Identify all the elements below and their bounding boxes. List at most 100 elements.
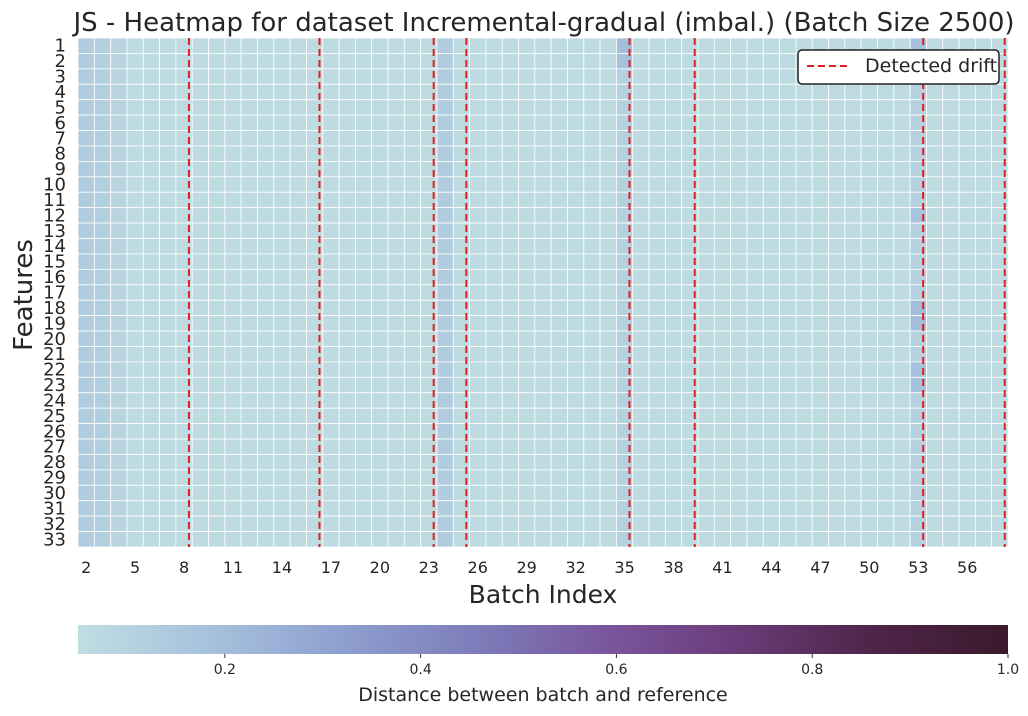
heatmap-cell: [322, 37, 340, 54]
heatmap-cell: [567, 53, 585, 70]
heatmap-cell: [191, 238, 209, 255]
heatmap-cell: [648, 53, 666, 70]
heatmap-cell: [77, 37, 95, 54]
heatmap-cell: [746, 114, 764, 131]
heatmap-cell: [436, 114, 454, 131]
heatmap-cell: [354, 53, 373, 70]
heatmap-cell: [371, 176, 389, 193]
heatmap-cell: [583, 484, 601, 502]
heatmap-cell: [534, 83, 552, 101]
heatmap-cell: [485, 253, 503, 270]
heatmap-cell: [208, 145, 226, 162]
heatmap-cell: [142, 99, 160, 116]
colorbar: [78, 625, 1008, 654]
heatmap-cell: [974, 484, 993, 502]
heatmap-cell: [926, 361, 944, 378]
heatmap-cell: [485, 392, 503, 409]
heatmap-cell: [828, 284, 846, 301]
heatmap-cell: [257, 315, 275, 332]
heatmap-cell: [257, 407, 275, 424]
heatmap-cell: [730, 376, 748, 394]
heatmap-cell: [893, 484, 911, 502]
heatmap-cell: [844, 361, 862, 378]
heatmap-cell: [387, 376, 405, 394]
heatmap-cell: [273, 37, 291, 54]
heatmap-cell: [469, 469, 487, 486]
heatmap-cell: [436, 454, 454, 471]
x-tick-label: 8: [179, 558, 189, 577]
heatmap-cell: [126, 315, 144, 332]
heatmap-cell: [844, 346, 862, 363]
heatmap-cell: [958, 114, 976, 131]
heatmap-cell: [208, 130, 226, 147]
heatmap-cell: [762, 407, 780, 424]
heatmap-cell: [730, 160, 748, 178]
heatmap-cell: [893, 361, 911, 378]
heatmap-cell: [632, 130, 650, 147]
heatmap-cell: [828, 130, 846, 147]
heatmap-cell: [501, 361, 519, 378]
heatmap-cell: [159, 346, 177, 363]
heatmap-cell: [518, 315, 536, 332]
heatmap-cell: [77, 222, 95, 239]
heatmap-cell: [632, 361, 650, 378]
heatmap-cell: [191, 191, 209, 209]
heatmap-cell: [697, 346, 715, 363]
heatmap-cell: [942, 114, 960, 131]
heatmap-cell: [958, 238, 976, 255]
heatmap-cell: [354, 330, 373, 347]
heatmap-cell: [191, 83, 209, 101]
heatmap-cell: [974, 207, 993, 224]
heatmap-cell: [110, 531, 128, 548]
heatmap-cell: [730, 207, 748, 224]
heatmap-cell: [501, 438, 519, 455]
y-tick-label: 8: [55, 144, 66, 165]
heatmap-cell: [469, 284, 487, 301]
heatmap-cell: [958, 207, 976, 224]
heatmap-cell: [224, 207, 242, 224]
heatmap-cell: [534, 361, 552, 378]
heatmap-cell: [567, 392, 585, 409]
heatmap-cell: [534, 268, 552, 286]
heatmap-cell: [877, 130, 895, 147]
heatmap-cell: [828, 392, 846, 409]
heatmap-cell: [485, 37, 503, 54]
heatmap-cell: [844, 531, 862, 548]
heatmap-cell: [159, 423, 177, 440]
heatmap-cell: [159, 330, 177, 347]
heatmap-cell: [273, 407, 291, 424]
heatmap-cell: [795, 253, 813, 270]
heatmap-cell: [958, 222, 976, 239]
heatmap-cell: [762, 145, 780, 162]
heatmap-cell: [224, 392, 242, 409]
heatmap-cell: [844, 268, 862, 286]
heatmap-cell: [485, 130, 503, 147]
x-tick-label: 35: [614, 558, 634, 577]
heatmap-cell: [697, 99, 715, 116]
heatmap-cell: [713, 531, 732, 548]
heatmap-cell: [501, 191, 519, 209]
heatmap-cell: [387, 515, 405, 532]
heatmap-cell: [877, 392, 895, 409]
heatmap-cell: [795, 130, 813, 147]
heatmap-cell: [942, 346, 960, 363]
heatmap-cell: [648, 238, 666, 255]
heatmap-cell: [240, 160, 258, 178]
heatmap-cell: [485, 160, 503, 178]
heatmap-cell: [354, 207, 373, 224]
heatmap-cell: [599, 53, 617, 70]
heatmap-cell: [567, 299, 585, 317]
heatmap-cell: [632, 330, 650, 347]
heatmap-cell: [664, 83, 683, 101]
heatmap-cell: [877, 191, 895, 209]
heatmap-cell: [877, 315, 895, 332]
x-tick-label: 32: [565, 558, 585, 577]
heatmap-cell: [762, 53, 780, 70]
heatmap-cell: [632, 222, 650, 239]
heatmap-cell: [77, 330, 95, 347]
heatmap-cell: [664, 515, 683, 532]
heatmap-cell: [208, 315, 226, 332]
heatmap-cell: [550, 423, 568, 440]
heatmap-cell: [191, 53, 209, 70]
heatmap-cell: [322, 299, 340, 317]
